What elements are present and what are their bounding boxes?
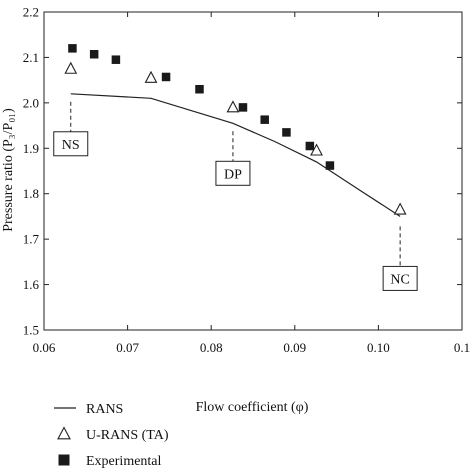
x-tick-label: 0.06 [33, 340, 56, 355]
series-layer [64, 44, 407, 217]
x-tick-label: 0.1 [454, 340, 470, 355]
experimental-point [238, 103, 248, 112]
x-axis-label: Flow coefficient (φ) [196, 400, 309, 415]
experimental-point [68, 44, 77, 53]
callout-label: NC [390, 272, 409, 287]
y-tick-label: 2.1 [23, 50, 39, 65]
y-tick-label: 1.9 [23, 141, 39, 156]
x-tick-label: 0.10 [367, 340, 390, 355]
legend-label: RANS [86, 402, 123, 417]
experimental-point [111, 55, 121, 64]
axes: 0.06 0.07 0.08 0.09 0.10 0.1 1.5 1.6 1.7 1.8 1.9 2.… [23, 5, 470, 356]
callout-box [53, 131, 89, 157]
u-rans-ta-point [393, 202, 407, 215]
u-rans-ta-point [226, 100, 240, 113]
plot-frame [43, 11, 463, 331]
y-tick-label: 1.8 [23, 186, 39, 201]
experimental-point [89, 49, 99, 59]
legend-label: U-RANS (TA) [86, 428, 169, 443]
experimental-point [325, 161, 335, 170]
experimental-point [282, 128, 291, 137]
legend-square-swatch [58, 454, 70, 466]
rans-line [70, 93, 401, 217]
y-axis-label: Pressure ratio (P₃/P₀₁) [1, 108, 16, 232]
callouts: NS DP NC [53, 101, 418, 291]
experimental-point [260, 115, 269, 124]
u-rans-ta-point [64, 61, 78, 74]
legend: RANS U-RANS (TA) Experimental [54, 402, 169, 469]
y-tick-label: 1.5 [23, 323, 39, 338]
experimental-point [195, 84, 204, 94]
y-tick-label: 2.2 [23, 5, 39, 20]
legend-triangle-swatch [57, 426, 71, 440]
y-tick-label: 2.0 [23, 95, 39, 110]
x-tick-label: 0.07 [116, 340, 139, 355]
u-rans-ta-point [144, 70, 158, 83]
callout-label: NS [62, 138, 80, 153]
y-tick-label: 1.7 [23, 232, 40, 247]
legend-label: Experimental [86, 454, 162, 469]
x-tick-label: 0.09 [283, 340, 306, 355]
callout-label: DP [224, 167, 242, 182]
callout-box [382, 265, 418, 291]
callout-box [215, 160, 251, 186]
experimental-point [161, 72, 171, 82]
experimental-point [305, 141, 315, 151]
x-tick-label: 0.08 [200, 340, 223, 355]
y-tick-label: 1.6 [23, 277, 40, 292]
